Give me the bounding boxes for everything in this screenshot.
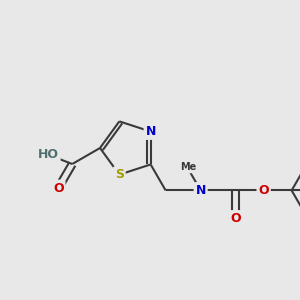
Text: S: S [115, 168, 124, 181]
Text: O: O [53, 182, 64, 194]
Text: HO: HO [38, 148, 59, 160]
Text: O: O [258, 184, 269, 197]
Text: O: O [230, 212, 241, 225]
Text: N: N [146, 125, 156, 138]
Text: Me: Me [180, 162, 196, 172]
Text: N: N [196, 184, 206, 197]
